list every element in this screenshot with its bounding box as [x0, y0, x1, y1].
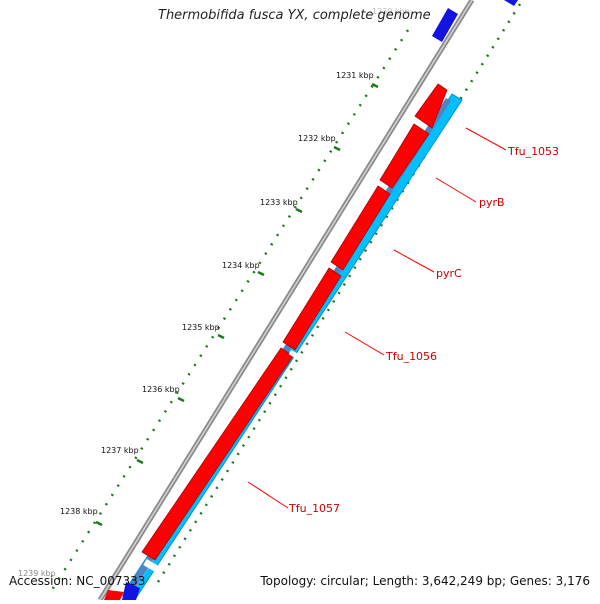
scale-ticks: [95, 82, 379, 527]
backbone-track: [97, 0, 475, 602]
inner-tick-ring: [156, 3, 522, 583]
scale-label: 1235 kbp: [182, 323, 220, 332]
scale-label: 1230 kbp: [372, 7, 410, 16]
gene-label[interactable]: pyrB: [479, 196, 505, 209]
gene-label[interactable]: Tfu_1056: [385, 350, 437, 363]
scale-label: 1238 kbp: [60, 507, 98, 516]
edge-feature-bottom: [122, 582, 140, 600]
gene-pyrc-forward[interactable]: [330, 185, 391, 271]
gene-tfu-1056-forward[interactable]: [282, 267, 342, 351]
gene-label[interactable]: Tfu_1057: [288, 502, 340, 515]
scale-label: 1234 kbp: [222, 261, 260, 270]
gene-label[interactable]: pyrC: [436, 267, 462, 280]
map-title: Thermobifida fusca YX, complete genome: [158, 8, 431, 23]
genome-stats-label: Topology: circular; Length: 3,642,249 bp…: [260, 574, 590, 588]
scale-label: 1236 kbp: [142, 385, 180, 394]
edge-feature-top: [432, 8, 458, 42]
gene-labels: Tfu_1053 pyrB pyrC Tfu_1056 Tfu_1057: [288, 145, 559, 515]
label-leaders: [247, 127, 507, 509]
scale-label: 1231 kbp: [336, 71, 374, 80]
edge-features[interactable]: [104, 0, 518, 600]
scale-labels: 1230 kbp 1231 kbp 1232 kbp 1233 kbp 1234…: [18, 7, 410, 578]
edge-feature-topright: [504, 0, 518, 6]
gene-tfu-1057-forward[interactable]: [141, 347, 294, 561]
forward-genes[interactable]: [141, 83, 448, 561]
scale-label: 1232 kbp: [298, 134, 336, 143]
scale-label: 1239 kbp: [18, 569, 56, 578]
gene-gaps: [143, 349, 305, 576]
edge-feature-bottom-red: [104, 590, 124, 600]
gene-label[interactable]: Tfu_1053: [507, 145, 559, 158]
scale-label: 1237 kbp: [101, 446, 139, 455]
outer-tick-ring: [46, 29, 410, 597]
accession-label: Accession: NC_007333: [9, 574, 146, 588]
gene-pyrb-forward[interactable]: [379, 123, 430, 189]
scale-label: 1233 kbp: [260, 198, 298, 207]
gene-tfu-1053-forward[interactable]: [414, 83, 448, 129]
